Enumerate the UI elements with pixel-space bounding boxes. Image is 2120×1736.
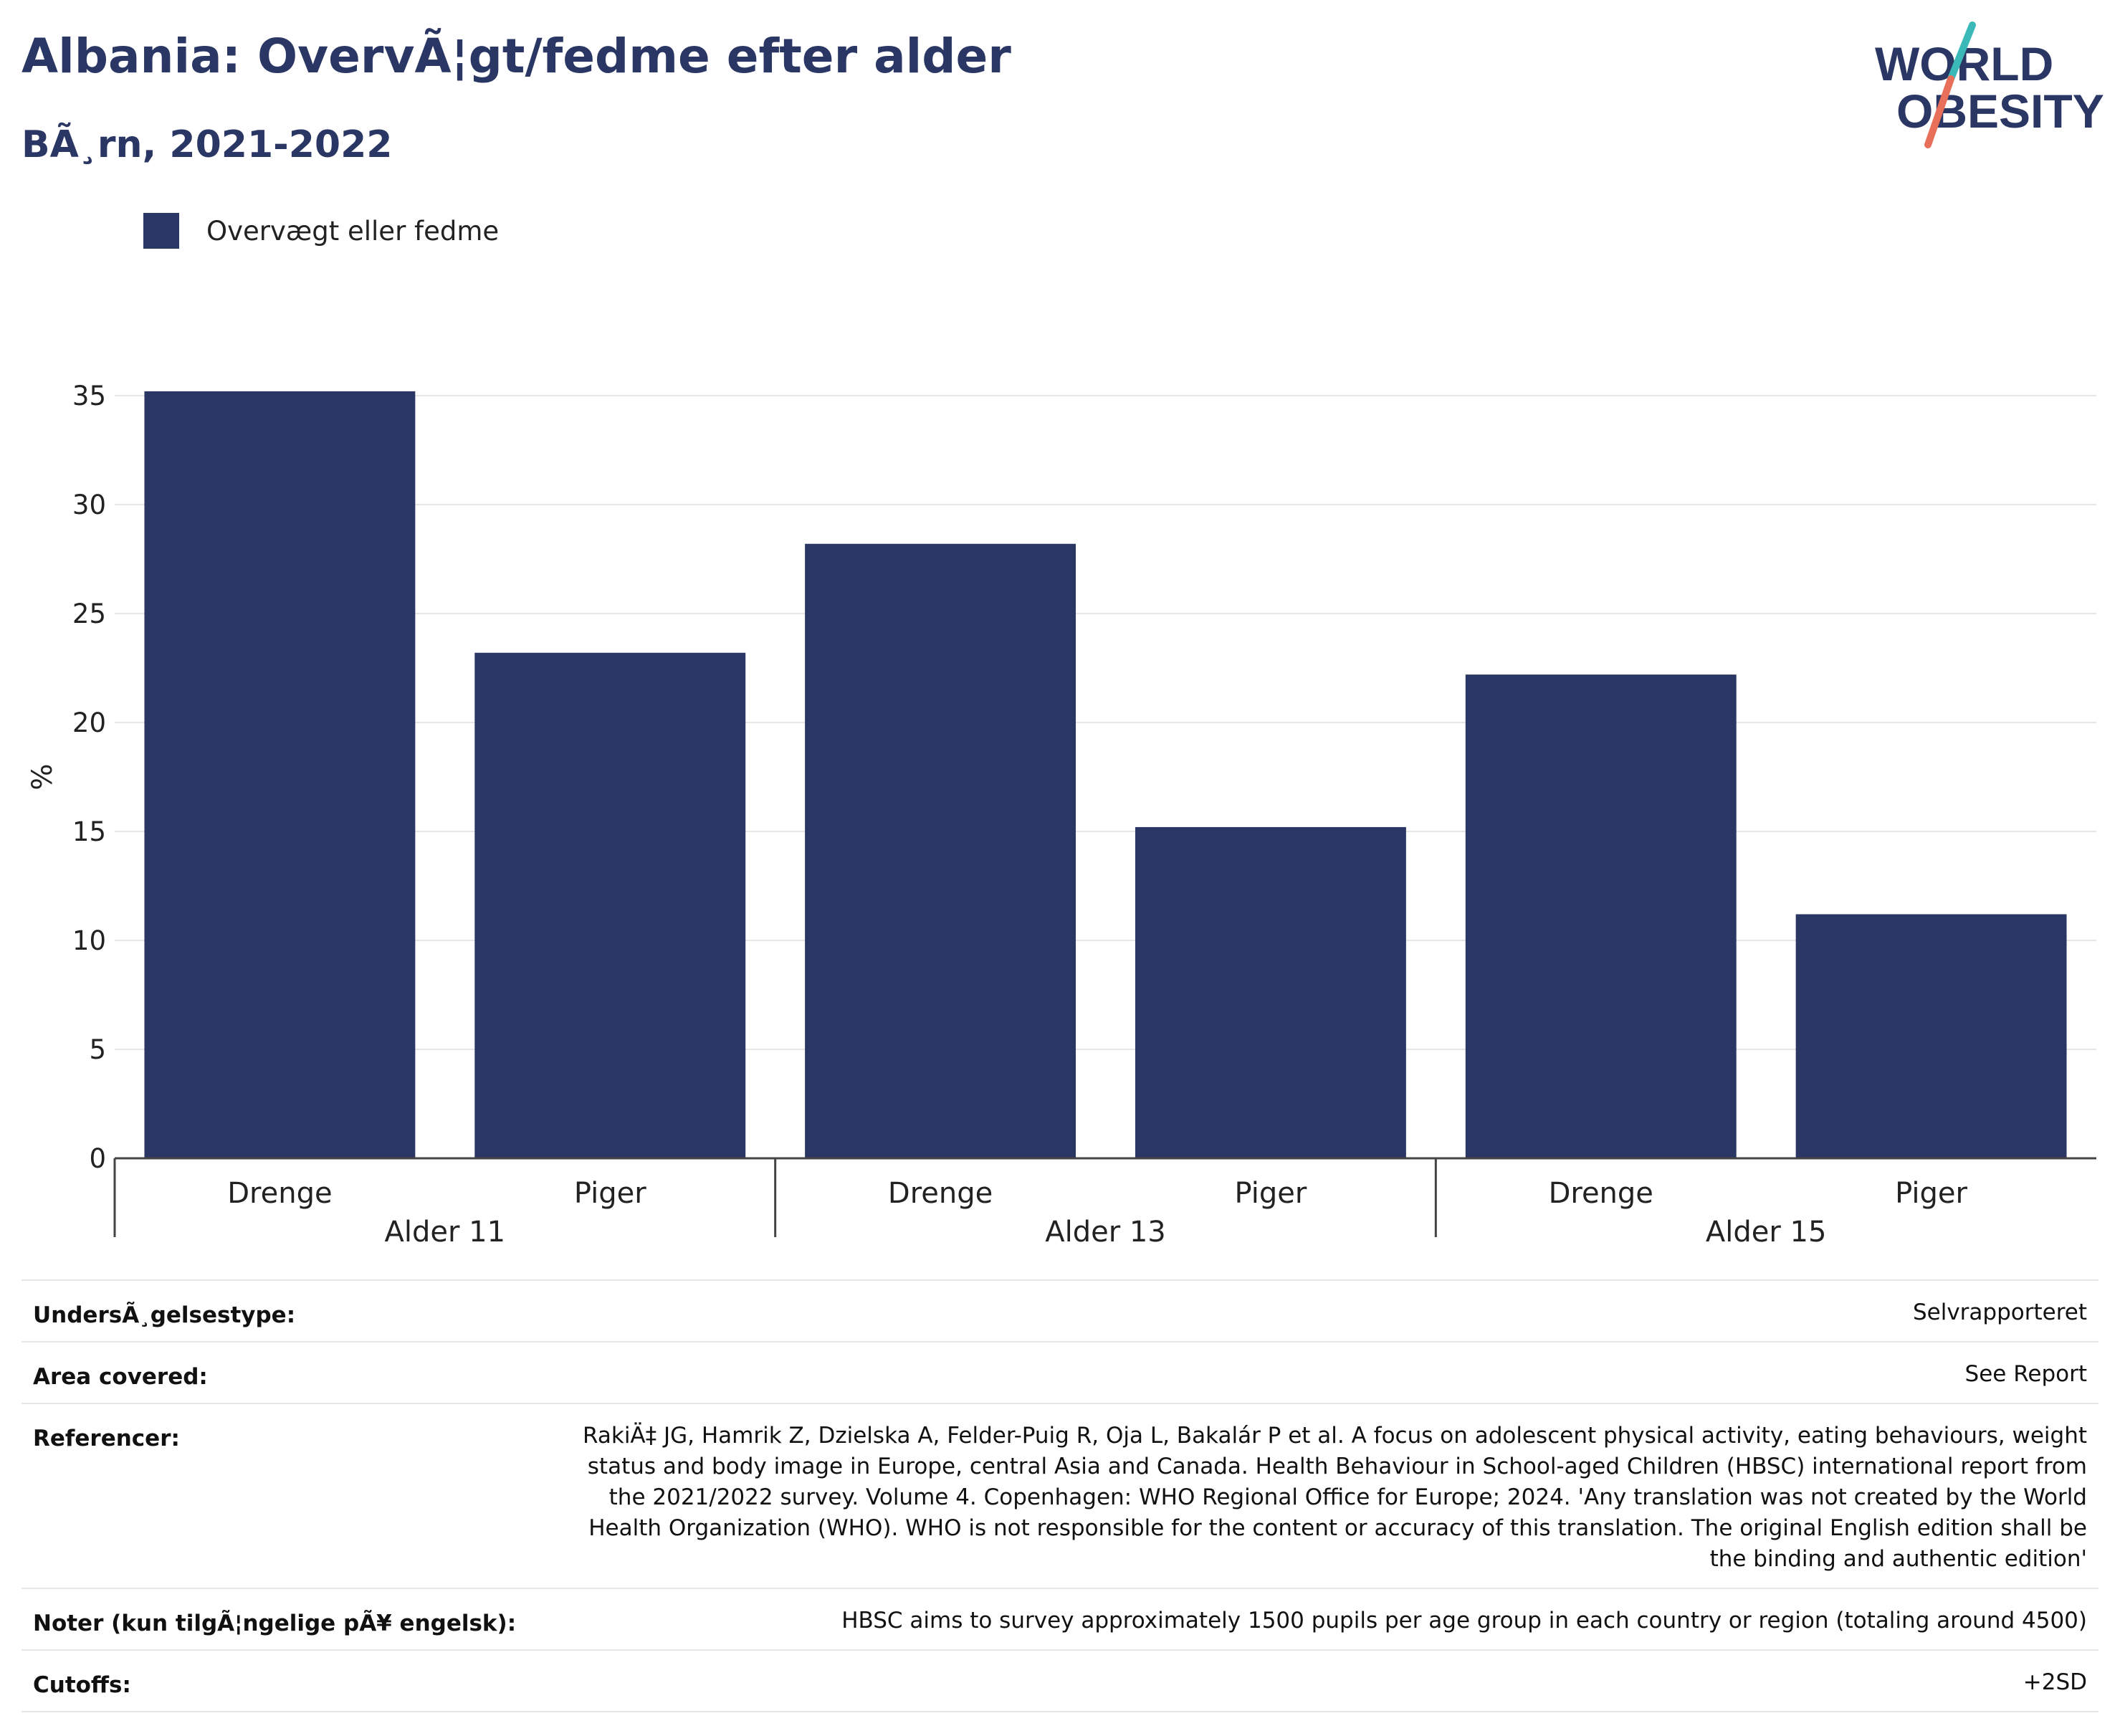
y-tick-label: 20 (72, 707, 106, 738)
world-obesity-logo: WORLD OBESITY (1875, 22, 2104, 148)
legend[interactable]: Overvægt eller fedme (143, 212, 499, 249)
info-table: UndersÃ¸gelsestype: Selvrapporteret Area c… (22, 1279, 2098, 1712)
bar (805, 543, 1076, 1158)
bar (1135, 826, 1406, 1158)
info-key: Noter (kun tilgÃ¦ngelige pÃ¥ engelsk): (33, 1611, 517, 1636)
info-value: See Report (1964, 1361, 2087, 1387)
bar (1465, 674, 1737, 1158)
y-tick-label: 25 (72, 598, 106, 629)
chart-subtitle: BÃ¸rn, 2021-2022 (22, 123, 393, 166)
x-category-label: Drenge (227, 1177, 332, 1210)
y-tick-label: 10 (72, 925, 106, 956)
info-row: Cutoffs: +2SD (22, 1649, 2098, 1712)
info-row: UndersÃ¸gelsestype: Selvrapporteret (22, 1279, 2098, 1341)
legend-swatch (143, 213, 179, 249)
info-value: Selvrapporteret (1912, 1299, 2087, 1325)
bar (474, 652, 746, 1158)
x-group-label: Alder 11 (385, 1216, 506, 1247)
bar (144, 391, 416, 1159)
y-tick-label: 35 (72, 381, 106, 411)
info-key: Referencer: (33, 1426, 180, 1451)
logo-slash-coral (1924, 75, 1954, 148)
y-tick-label: 0 (89, 1143, 106, 1174)
y-axis-label: % (27, 763, 59, 790)
x-group-label: Alder 15 (1706, 1216, 1827, 1247)
info-key: Cutoffs: (33, 1672, 131, 1698)
x-category-label: Piger (574, 1177, 646, 1210)
info-key: Area covered: (33, 1364, 208, 1390)
info-row: Referencer: RakiÄ‡ JG, Hamrik Z, Dzielska… (22, 1403, 2098, 1588)
x-category-label: Drenge (888, 1177, 993, 1210)
bar (1795, 914, 2067, 1158)
info-value: RakiÄ‡ JG, Hamrik Z, Dzielska A, Felder-… (583, 1423, 2087, 1572)
info-value: HBSC aims to survey approximately 1500 p… (841, 1608, 2087, 1634)
x-group-label: Alder 13 (1045, 1216, 1166, 1247)
y-tick-label: 5 (89, 1034, 106, 1065)
logo-slash-teal (1947, 22, 1976, 82)
info-value: +2SD (2023, 1669, 2087, 1695)
info-key: UndersÃ¸gelsestype: (33, 1302, 296, 1328)
chart-title: Albania: OvervÃ¦gt/fedme efter alder (22, 29, 1011, 84)
legend-label: Overvægt eller fedme (206, 215, 500, 247)
logo-text-obesity: OBESITY (1896, 85, 2104, 138)
y-tick-label: 30 (72, 490, 106, 520)
y-tick-label: 15 (72, 816, 106, 847)
x-category-label: Piger (1895, 1177, 1967, 1210)
info-row: Area covered: See Report (22, 1341, 2098, 1403)
bar-chart: 0 5 10 15 20 25 30 35% Drenge Piger Drenge Piger Dre… (27, 381, 2096, 1247)
x-category-label: Drenge (1549, 1177, 1653, 1210)
x-category-label: Piger (1235, 1177, 1307, 1210)
info-row: Noter (kun tilgÃ¦ngelige pÃ¥ engelsk): HB… (22, 1588, 2098, 1649)
